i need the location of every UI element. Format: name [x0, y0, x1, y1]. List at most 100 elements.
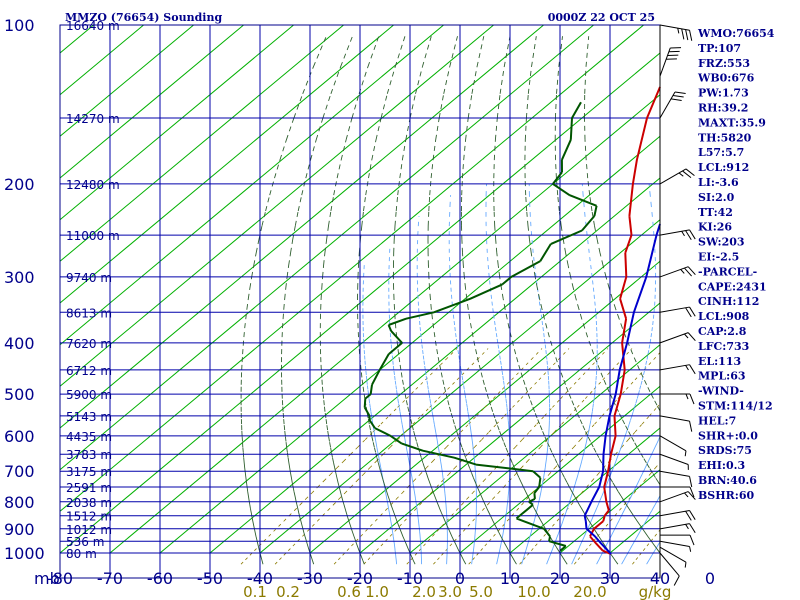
moist-adiabat-line	[621, 495, 661, 565]
isotherm-line	[609, 510, 661, 554]
dry-adiabat-line	[392, 36, 467, 565]
height-label: 3175 m	[66, 465, 112, 479]
moist-adiabat-line	[448, 195, 477, 565]
dry-adiabat-line	[427, 36, 517, 565]
index-item: SRDS:75	[698, 444, 752, 457]
wind-barb	[659, 491, 696, 503]
height-labels: 16640 m 14270 m 12480 m 11000 m 9740 m 8613 m…	[66, 19, 120, 561]
index-item: L57:5.7	[698, 146, 744, 159]
wind-barb	[659, 453, 689, 470]
mixing-ratio-line	[468, 352, 661, 565]
index-item: LFC:733	[698, 340, 749, 353]
dry-adiabat-line	[240, 36, 327, 565]
pressure-axis: 100 200 300 400 500 600 700 800 900 1000 mb	[4, 16, 60, 588]
wind-barb	[659, 510, 696, 521]
mixing-ratio-labels: 0.1 0.2 0.6 1.0 2.0 3.0 5.0 10.0 20.0 g/kg	[243, 583, 671, 600]
isotherm-line	[59, 24, 244, 179]
isotherm-line	[59, 24, 494, 387]
index-item: EI:-2.5	[698, 251, 739, 264]
dry-adiabat-line	[460, 36, 568, 565]
wind-barb	[659, 364, 696, 375]
temperature-profile	[589, 86, 661, 556]
isotherm-line	[59, 24, 94, 54]
wind-barb	[659, 266, 696, 278]
parcel-profile	[583, 223, 661, 555]
index-item: TT:42	[698, 206, 733, 219]
temperature-tick-label: 20	[550, 569, 570, 588]
isotherm-line	[59, 24, 444, 346]
isotherm-line	[109, 94, 661, 554]
index-item: CAPE:2431	[698, 280, 767, 293]
index-item: MAXT:35.9	[698, 116, 766, 129]
moist-adiabat-line	[416, 215, 448, 565]
index-item: SHR+:0.0	[698, 429, 758, 442]
index-item: LCL:908	[698, 310, 750, 323]
wind-barb	[659, 552, 680, 586]
height-label: 2591 m	[66, 481, 112, 495]
sounding-profiles	[363, 86, 661, 556]
dry-adiabat-line	[524, 36, 661, 554]
mixing-ratio-label: g/kg	[639, 583, 672, 600]
temperature-tick-label: 0	[455, 569, 465, 588]
temperature-tick-label: -40	[247, 569, 273, 588]
stability-indices-panel: WMO:76654 TP:107 FRZ:553 WB0:676 PW:1.73 RH:3…	[697, 27, 775, 502]
wind-barb	[659, 47, 682, 77]
height-label: 7620 m	[66, 337, 112, 351]
isobar-lines	[60, 24, 660, 578]
pressure-tick-label: 100	[4, 16, 35, 35]
pressure-tick-label: 800	[4, 493, 35, 512]
height-label: 1512 m	[66, 510, 112, 524]
wind-barb	[659, 168, 695, 185]
temperature-axis: -80 -70 -60 -50 -40 -30 -20 -10 0 10 20 30 40 0	[47, 569, 715, 588]
index-item: -PARCEL-	[698, 265, 757, 278]
wind-barb	[660, 393, 695, 405]
mixing-ratio-line	[433, 348, 633, 565]
index-item: RH:39.2	[698, 102, 748, 115]
height-label: 16640 m	[66, 19, 120, 33]
index-item: FRZ:553	[698, 57, 750, 70]
index-item: STM:114/12	[698, 400, 773, 413]
moist-adiabat-line	[362, 261, 398, 565]
index-item: WMO:76654	[697, 27, 775, 40]
height-label: 5900 m	[66, 388, 112, 402]
dry-adiabat-line	[319, 36, 380, 565]
mixing-ratio-label: 0.1	[243, 583, 267, 600]
isotherm-line	[209, 177, 661, 554]
wind-barb	[659, 435, 687, 457]
index-item: MPL:63	[698, 370, 746, 383]
wind-barb	[660, 534, 695, 546]
wind-barb	[659, 229, 696, 241]
index-item: LCL:912	[698, 161, 749, 174]
sounding-time: 0000Z 22 OCT 25	[548, 11, 655, 24]
isotherm-line	[59, 24, 344, 262]
wind-barb	[659, 540, 692, 552]
height-label: 80 m	[66, 547, 97, 561]
isotherm-line	[59, 24, 594, 471]
moist-adiabat-line	[521, 183, 551, 565]
wind-barb	[659, 415, 693, 432]
isotherm-line	[59, 24, 544, 429]
height-label: 9740 m	[66, 271, 112, 285]
mixing-ratio-label: 20.0	[573, 583, 606, 600]
height-label: 1012 m	[66, 523, 112, 537]
pressure-tick-label: 400	[4, 334, 35, 353]
dewpoint-profile	[363, 101, 598, 552]
wind-barb	[659, 546, 687, 568]
dry-adiabat-line	[493, 36, 619, 565]
height-label: 8613 m	[66, 306, 112, 320]
temperature-tick-label: -20	[347, 569, 373, 588]
isotherm-line	[509, 427, 661, 554]
index-item: EHI:0.3	[698, 459, 745, 472]
height-label: 2038 m	[66, 496, 112, 510]
wind-barb-column	[659, 24, 696, 586]
height-label: 5143 m	[66, 410, 112, 424]
station-title: MMZO (76654) Sounding	[65, 11, 222, 24]
temperature-tick-label: -10	[397, 569, 423, 588]
mixing-ratio-label: 0.2	[276, 583, 300, 600]
wind-barb	[659, 523, 696, 534]
height-label: 536 m	[66, 535, 104, 549]
wind-barb	[659, 306, 696, 318]
moist-adiabat-lines	[362, 183, 661, 565]
index-item: BSHR:60	[698, 489, 754, 502]
temperature-tick-label: 30	[600, 569, 620, 588]
